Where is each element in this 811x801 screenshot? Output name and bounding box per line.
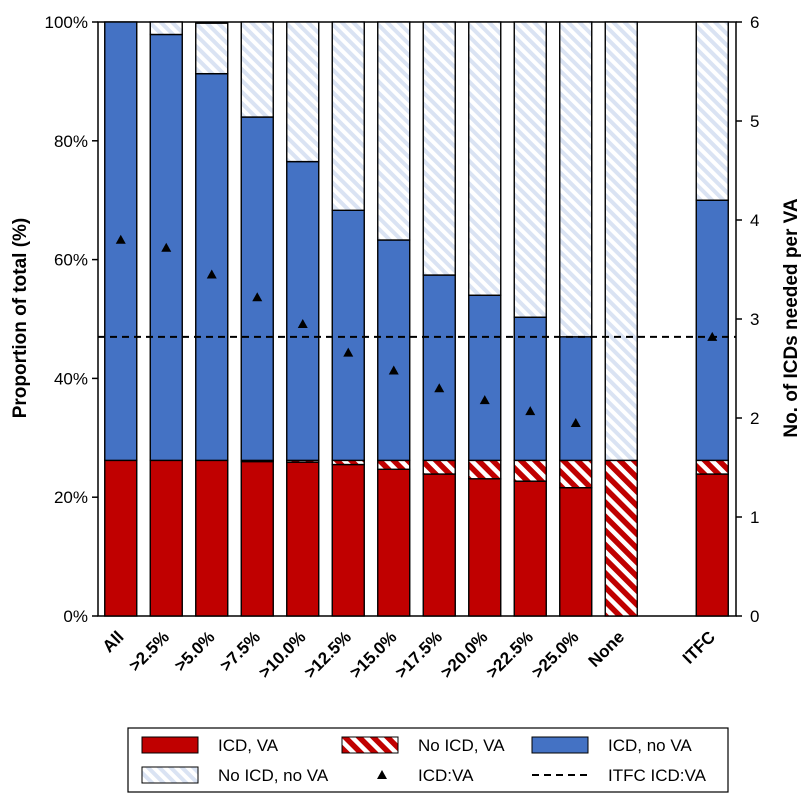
bar-seg-no-icd-no-va [695, 21, 729, 201]
bar-seg-icd-va [513, 480, 547, 617]
x-tick-label: None [585, 627, 628, 670]
bar-seg-icd-va [286, 461, 320, 617]
legend-swatch [531, 736, 589, 754]
bar-seg-icd-no-va [377, 239, 411, 462]
bar-seg-no-icd-va [377, 459, 411, 470]
bar-seg-icd-no-va [195, 72, 229, 462]
icd-va-marker [479, 395, 490, 405]
legend-box [127, 727, 729, 793]
x-tick-label: >12.5% [301, 627, 356, 682]
legend-label: ITFC ICD:VA [608, 766, 707, 785]
x-tick-label: All [99, 627, 128, 656]
y-tick-label: 40% [54, 369, 88, 388]
bar-seg-icd-va [195, 459, 229, 617]
bar-seg-no-icd-no-va [559, 21, 593, 338]
legend-label: ICD:VA [418, 766, 474, 785]
bar-seg-icd-no-va [331, 209, 365, 462]
icd-va-marker [297, 318, 308, 328]
icd-va-marker [115, 234, 126, 244]
bar-seg-icd-no-va [559, 336, 593, 462]
bar-seg-no-icd-no-va [240, 21, 274, 118]
x-tick-label: >15.0% [346, 627, 401, 682]
y-tick-label: 60% [54, 251, 88, 270]
bar-seg-icd-va [240, 460, 274, 617]
bar-seg-icd-va [104, 459, 138, 617]
y2-tick-label: 0 [750, 607, 759, 626]
bar-seg-icd-va [422, 473, 456, 617]
bars [104, 21, 729, 617]
icd-va-marker [570, 417, 581, 427]
bar-seg-icd-no-va [695, 199, 729, 462]
legend-label: No ICD, no VA [218, 766, 329, 785]
bar-seg-no-icd-no-va [377, 21, 411, 241]
icd-va-marker [525, 406, 536, 416]
y2-tick-label: 5 [750, 112, 759, 131]
icd-va-marker [388, 365, 399, 375]
bar-seg-no-icd-no-va [604, 21, 638, 462]
bar-seg-icd-va [331, 463, 365, 617]
y-tick-label: 80% [54, 132, 88, 151]
bar-seg-no-icd-no-va [195, 22, 229, 75]
bar-seg-no-icd-no-va [468, 21, 502, 296]
x-tick-label: >20.0% [437, 627, 492, 682]
legend-swatch [141, 766, 199, 784]
y2-tick-label: 1 [750, 508, 759, 527]
bar-seg-icd-va [695, 473, 729, 617]
legend: ICD, VA No ICD, VA ICD, no VA No ICD, no VA… [127, 727, 729, 793]
legend-marker [377, 770, 387, 779]
x-tick-label: >10.0% [255, 627, 310, 682]
bar-seg-icd-va [559, 486, 593, 617]
legend-label: ICD, no VA [608, 736, 692, 755]
bar-seg-no-icd-va [422, 459, 456, 475]
legend-swatch [141, 736, 199, 754]
x-tick-label: >17.5% [392, 627, 447, 682]
bar-seg-icd-va [468, 478, 502, 617]
y-tick-label: 100% [45, 13, 88, 32]
bar-seg-no-icd-va [468, 459, 502, 480]
y2-tick-label: 2 [750, 409, 759, 428]
icd-va-marker [161, 242, 172, 252]
bar-seg-no-icd-va [559, 459, 593, 489]
bar-seg-no-icd-no-va [331, 21, 365, 211]
icd-va-marker [206, 269, 217, 279]
bar-seg-no-icd-va [513, 459, 547, 482]
x-tick-label: >2.5% [125, 627, 173, 675]
bar-seg-no-icd-va [695, 459, 729, 475]
bar-seg-no-icd-no-va [422, 21, 456, 276]
y-axis-title: Proportion of total (%) [10, 218, 31, 419]
bar-seg-icd-va [377, 468, 411, 617]
y2-axis-title: No. of ICDs needed per VA [781, 198, 802, 438]
bar-seg-icd-no-va [468, 294, 502, 462]
bar-seg-icd-no-va [422, 274, 456, 462]
y2-tick-label: 6 [750, 13, 759, 32]
plot-frame [97, 21, 737, 617]
bar-seg-no-icd-va [604, 459, 638, 617]
icd-va-marker [707, 331, 718, 341]
bar-seg-no-icd-no-va [286, 21, 320, 163]
bar-seg-icd-no-va [286, 160, 320, 462]
y2-tick-label: 4 [750, 211, 759, 230]
legend-swatch [341, 736, 399, 754]
icd-va-marker [434, 383, 445, 393]
y-tick-label: 0% [63, 607, 88, 626]
x-tick-label: ITFC [679, 627, 719, 667]
y2-tick-label: 3 [750, 310, 759, 329]
legend-label: No ICD, VA [418, 736, 505, 755]
legend-label: ICD, VA [218, 736, 279, 755]
bar-seg-no-icd-no-va [149, 21, 183, 36]
y-tick-label: 20% [54, 488, 88, 507]
icd-va-marker [343, 347, 354, 357]
x-tick-label: >25.0% [528, 627, 583, 682]
ratio-markers [98, 234, 736, 427]
bar-seg-icd-no-va [240, 116, 274, 462]
plot-area-frame [97, 21, 737, 617]
icd-va-marker [252, 292, 263, 302]
x-tick-label: >22.5% [483, 627, 538, 682]
bar-seg-icd-va [149, 459, 183, 617]
x-tick-label: >5.0% [171, 627, 219, 675]
bar-seg-icd-no-va [513, 316, 547, 462]
bar-seg-no-icd-no-va [513, 21, 547, 318]
